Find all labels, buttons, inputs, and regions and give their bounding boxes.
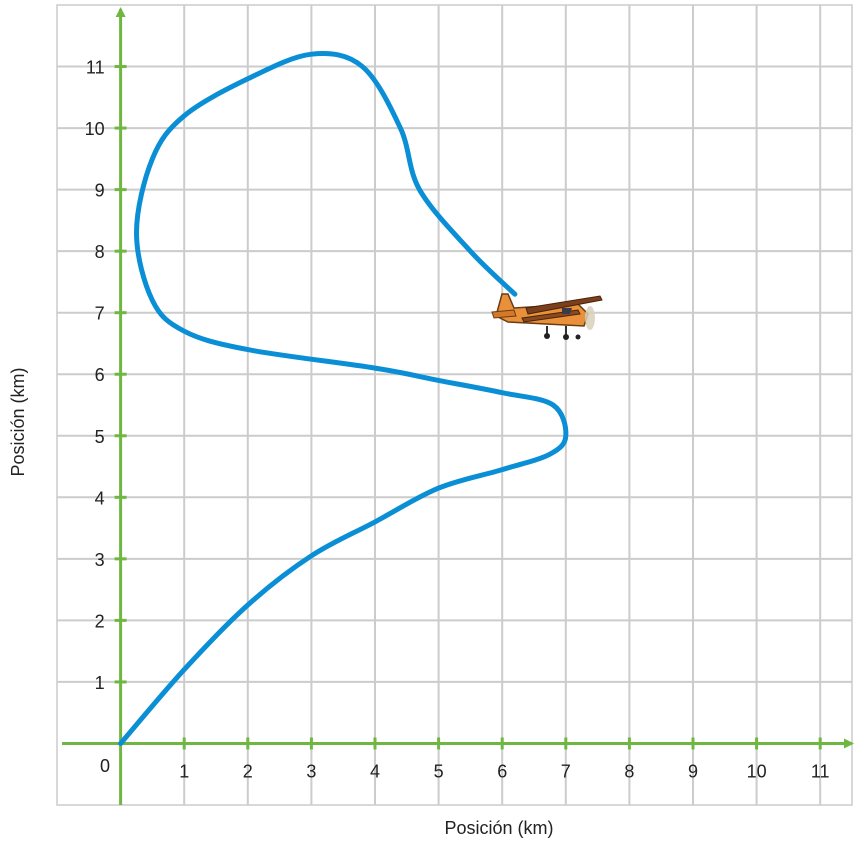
grid: [57, 5, 852, 805]
y-tick-label: 11: [86, 58, 105, 78]
x-axis-label: Posición (km): [444, 818, 553, 838]
origin-label: 0: [100, 756, 110, 776]
x-tick-label: 7: [561, 761, 571, 781]
airplane-icon: [491, 293, 603, 340]
y-tick-label: 2: [95, 611, 105, 631]
x-tick-label: 11: [811, 761, 830, 781]
x-tick-label: 8: [624, 761, 634, 781]
x-tick-label: 2: [243, 761, 253, 781]
x-tick-label: 10: [747, 761, 767, 781]
y-tick-label: 7: [95, 304, 105, 324]
y-tick-label: 1: [95, 673, 105, 693]
y-tick-label: 10: [85, 119, 105, 139]
plot-frame: [56, 4, 853, 806]
x-tick-label: 4: [370, 761, 380, 781]
y-tick-label: 8: [95, 242, 105, 262]
y-tick-label: 6: [95, 365, 105, 385]
x-tick-label: 1: [179, 761, 189, 781]
x-tick-label: 9: [688, 761, 698, 781]
y-tick-label: 5: [95, 427, 105, 447]
y-tick-label: 3: [95, 550, 105, 570]
x-tick-label: 6: [497, 761, 507, 781]
x-tick-label: 5: [434, 761, 444, 781]
trajectory-line-0: [118, 51, 569, 746]
axes: [62, 7, 854, 805]
y-tick-label: 4: [95, 488, 105, 508]
series: [118, 51, 569, 746]
y-axis-label: Posición (km): [8, 367, 28, 476]
y-tick-label: 9: [95, 181, 105, 201]
x-tick-label: 3: [306, 761, 316, 781]
